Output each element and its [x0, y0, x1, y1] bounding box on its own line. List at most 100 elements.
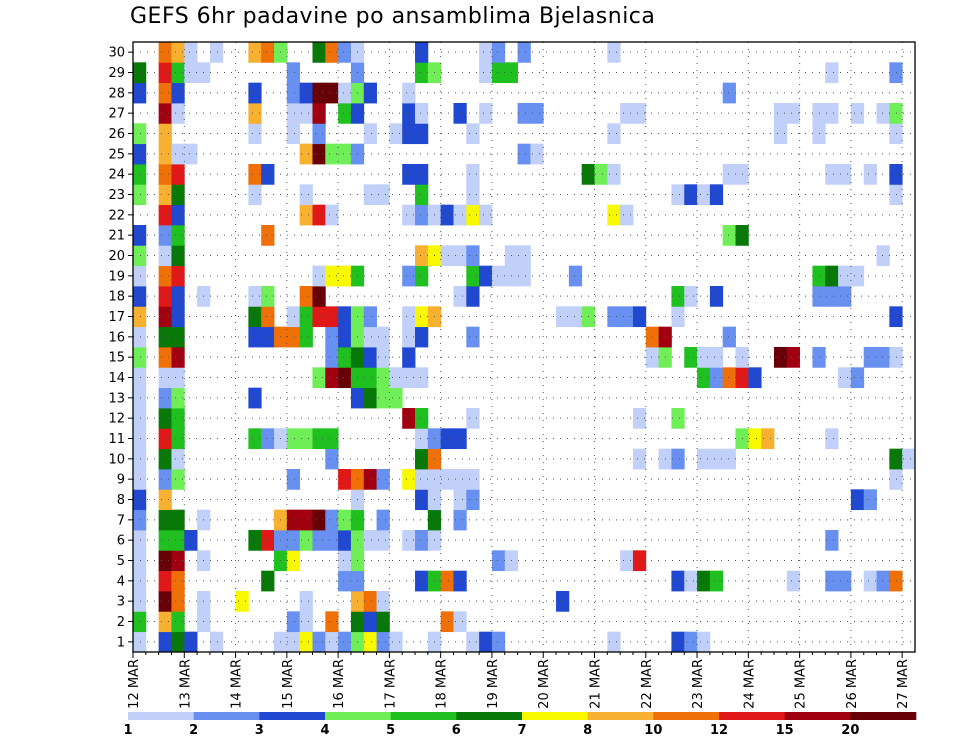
heatmap-cell — [286, 306, 301, 328]
heatmap-cell — [171, 347, 185, 368]
heatmap-cell — [158, 469, 172, 490]
heatmap-cell — [248, 326, 262, 348]
heatmap-cell — [312, 631, 326, 653]
heatmap-cell — [158, 530, 172, 551]
heatmap-cell — [773, 347, 788, 368]
colorbar-tick-label: 3 — [255, 723, 264, 738]
x-tick-label: 25 MAR — [794, 659, 809, 709]
heatmap-cell — [248, 387, 262, 409]
heatmap-cell — [171, 286, 185, 307]
heatmap-cell — [171, 631, 185, 653]
heatmap-cell — [479, 204, 493, 226]
heatmap-cell — [184, 143, 198, 165]
heatmap-cell — [312, 143, 326, 165]
heatmap-cell — [773, 123, 788, 145]
x-tick-label: 18 MAR — [435, 659, 450, 709]
heatmap-cell — [158, 428, 172, 450]
heatmap-cell — [158, 306, 172, 328]
heatmap-cell — [312, 428, 326, 450]
heatmap-cell — [363, 184, 377, 206]
heatmap-cell — [363, 469, 377, 490]
heatmap-cell — [158, 326, 172, 348]
heatmap-cell — [248, 530, 262, 551]
heatmap-cell — [363, 611, 377, 633]
heatmap-cell — [376, 591, 390, 612]
heatmap-cell — [325, 265, 339, 287]
heatmap-cell — [299, 103, 313, 124]
y-tick-label: 1 — [117, 635, 125, 650]
heatmap-cell — [838, 265, 852, 287]
colorbar-tick-label: 15 — [776, 723, 794, 738]
y-tick-label: 3 — [117, 595, 125, 610]
heatmap-cells — [133, 42, 916, 653]
heatmap-cell — [363, 123, 377, 145]
heatmap-cell — [299, 611, 313, 633]
heatmap-cell — [286, 509, 301, 531]
heatmap-cell — [607, 306, 621, 328]
heatmap-cell — [453, 204, 467, 226]
heatmap-cell — [825, 62, 839, 84]
heatmap-cell — [261, 286, 275, 307]
y-tick-label: 25 — [108, 147, 125, 162]
heatmap-cell — [133, 570, 147, 592]
colorbar-swatch — [719, 712, 785, 720]
heatmap-cell — [889, 103, 903, 124]
heatmap-cell — [491, 265, 506, 287]
heatmap-cell — [850, 265, 865, 287]
heatmap-cell — [325, 204, 339, 226]
heatmap-cell — [876, 570, 890, 592]
heatmap-cell — [299, 143, 313, 165]
heatmap-cell — [850, 489, 865, 511]
heatmap-cell — [376, 347, 390, 368]
heatmap-cell — [709, 286, 724, 307]
heatmap-cell — [863, 570, 877, 592]
heatmap-cell — [133, 286, 147, 307]
heatmap-cell — [453, 489, 467, 511]
heatmap-cell — [261, 42, 275, 63]
heatmap-cell — [325, 306, 339, 328]
y-axis-ticks: 1234567891011121314151617181920212223242… — [108, 46, 133, 650]
heatmap-cell — [825, 530, 839, 551]
heatmap-cell — [850, 103, 865, 124]
heatmap-cell — [171, 143, 185, 165]
heatmap-cell — [158, 123, 172, 145]
heatmap-cell — [825, 286, 839, 307]
heatmap-cell — [299, 509, 313, 531]
heatmap-cell — [363, 347, 377, 368]
colorbar-tick-label: 10 — [644, 723, 662, 738]
heatmap-cell — [171, 42, 185, 63]
heatmap-cell — [248, 286, 262, 307]
heatmap-cell — [748, 367, 762, 389]
heatmap-cell — [415, 204, 429, 226]
heatmap-cell — [248, 164, 262, 185]
heatmap-cell — [248, 306, 262, 328]
heatmap-cell — [325, 367, 339, 389]
heatmap-cell — [466, 245, 480, 267]
heatmap-cell — [415, 428, 429, 450]
dotted-grid — [132, 42, 915, 652]
colorbar-swatch — [653, 712, 720, 720]
heatmap-cell — [338, 265, 352, 287]
x-tick-label: 21 MAR — [589, 659, 604, 709]
heatmap-cell — [889, 62, 903, 84]
heatmap-cell — [325, 530, 339, 551]
y-tick-label: 12 — [108, 412, 125, 427]
plot-border — [132, 41, 916, 653]
heatmap-cell — [338, 306, 352, 328]
heatmap-cell — [889, 184, 903, 206]
heatmap-cell — [286, 62, 301, 84]
heatmap-cell — [491, 62, 506, 84]
heatmap-cell — [466, 286, 480, 307]
heatmap-cell — [184, 42, 198, 63]
heatmap-cell — [158, 164, 172, 185]
x-axis-ticks: 12 MAR 13 MAR 14 MAR 15 MAR 16 MAR 17 MAR 18 M… — [127, 652, 911, 709]
heatmap-cell — [415, 62, 429, 84]
heatmap-cell — [594, 164, 608, 185]
heatmap-cell — [850, 367, 865, 389]
heatmap-cell — [312, 103, 326, 124]
heatmap-cell — [517, 42, 531, 63]
heatmap-cell — [338, 143, 352, 165]
y-tick-label: 18 — [108, 290, 125, 305]
heatmap-cell — [133, 367, 147, 389]
heatmap-cell — [248, 82, 262, 104]
